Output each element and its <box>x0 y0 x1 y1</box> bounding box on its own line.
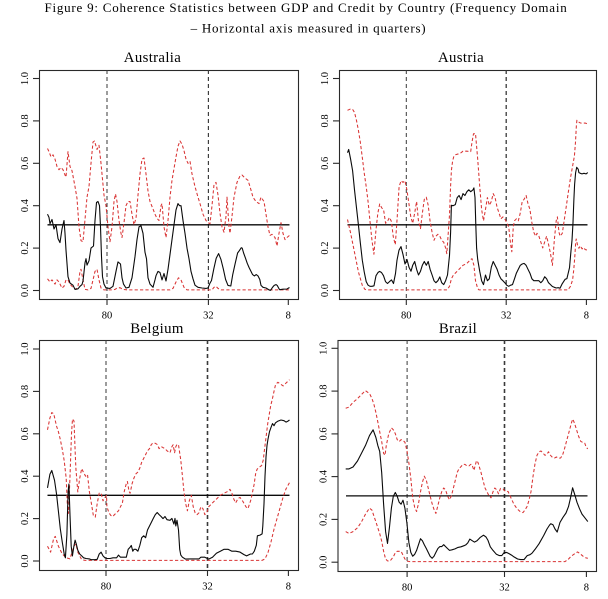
svg-text:0.2: 0.2 <box>20 242 31 255</box>
svg-text:32: 32 <box>499 583 510 594</box>
svg-text:0.6: 0.6 <box>20 157 31 170</box>
svg-text:Australia: Australia <box>124 50 181 66</box>
svg-text:0.8: 0.8 <box>319 385 330 398</box>
svg-text:80: 80 <box>101 582 112 593</box>
svg-text:1.0: 1.0 <box>20 342 31 355</box>
svg-text:0.2: 0.2 <box>20 512 31 525</box>
svg-text:80: 80 <box>402 583 413 594</box>
svg-text:8: 8 <box>584 311 589 322</box>
svg-text:0.6: 0.6 <box>319 427 330 440</box>
svg-text:0.6: 0.6 <box>320 157 331 170</box>
svg-text:8: 8 <box>584 583 589 594</box>
svg-text:80: 80 <box>102 311 113 322</box>
svg-text:0.0: 0.0 <box>320 284 331 297</box>
svg-text:Figure 9: Coherence Statistics: Figure 9: Coherence Statistics between G… <box>44 0 567 15</box>
svg-text:0.2: 0.2 <box>320 242 331 255</box>
svg-text:1.0: 1.0 <box>320 72 331 85</box>
svg-text:Belgium: Belgium <box>130 321 184 337</box>
svg-text:0.0: 0.0 <box>20 554 31 567</box>
svg-text:0.2: 0.2 <box>319 513 330 526</box>
svg-text:0.4: 0.4 <box>20 469 31 483</box>
svg-text:8: 8 <box>286 311 291 322</box>
svg-text:32: 32 <box>202 582 213 593</box>
svg-text:– Horizontal axis measured in: – Horizontal axis measured in quarters) <box>190 21 427 36</box>
svg-text:0.8: 0.8 <box>20 114 31 127</box>
svg-text:32: 32 <box>203 311 214 322</box>
svg-text:Brazil: Brazil <box>439 321 477 337</box>
svg-text:32: 32 <box>501 311 512 322</box>
svg-text:8: 8 <box>286 582 291 593</box>
svg-text:1.0: 1.0 <box>20 72 31 85</box>
svg-text:0.6: 0.6 <box>20 427 31 440</box>
svg-text:Austria: Austria <box>438 50 484 66</box>
svg-text:0.4: 0.4 <box>20 198 31 212</box>
svg-text:0.4: 0.4 <box>319 469 330 483</box>
svg-text:0.8: 0.8 <box>20 385 31 398</box>
svg-text:0.0: 0.0 <box>20 284 31 297</box>
svg-text:0.8: 0.8 <box>320 114 331 127</box>
svg-text:0.4: 0.4 <box>320 198 331 212</box>
svg-text:1.0: 1.0 <box>319 342 330 355</box>
svg-text:80: 80 <box>401 311 412 322</box>
svg-text:0.0: 0.0 <box>319 556 330 569</box>
